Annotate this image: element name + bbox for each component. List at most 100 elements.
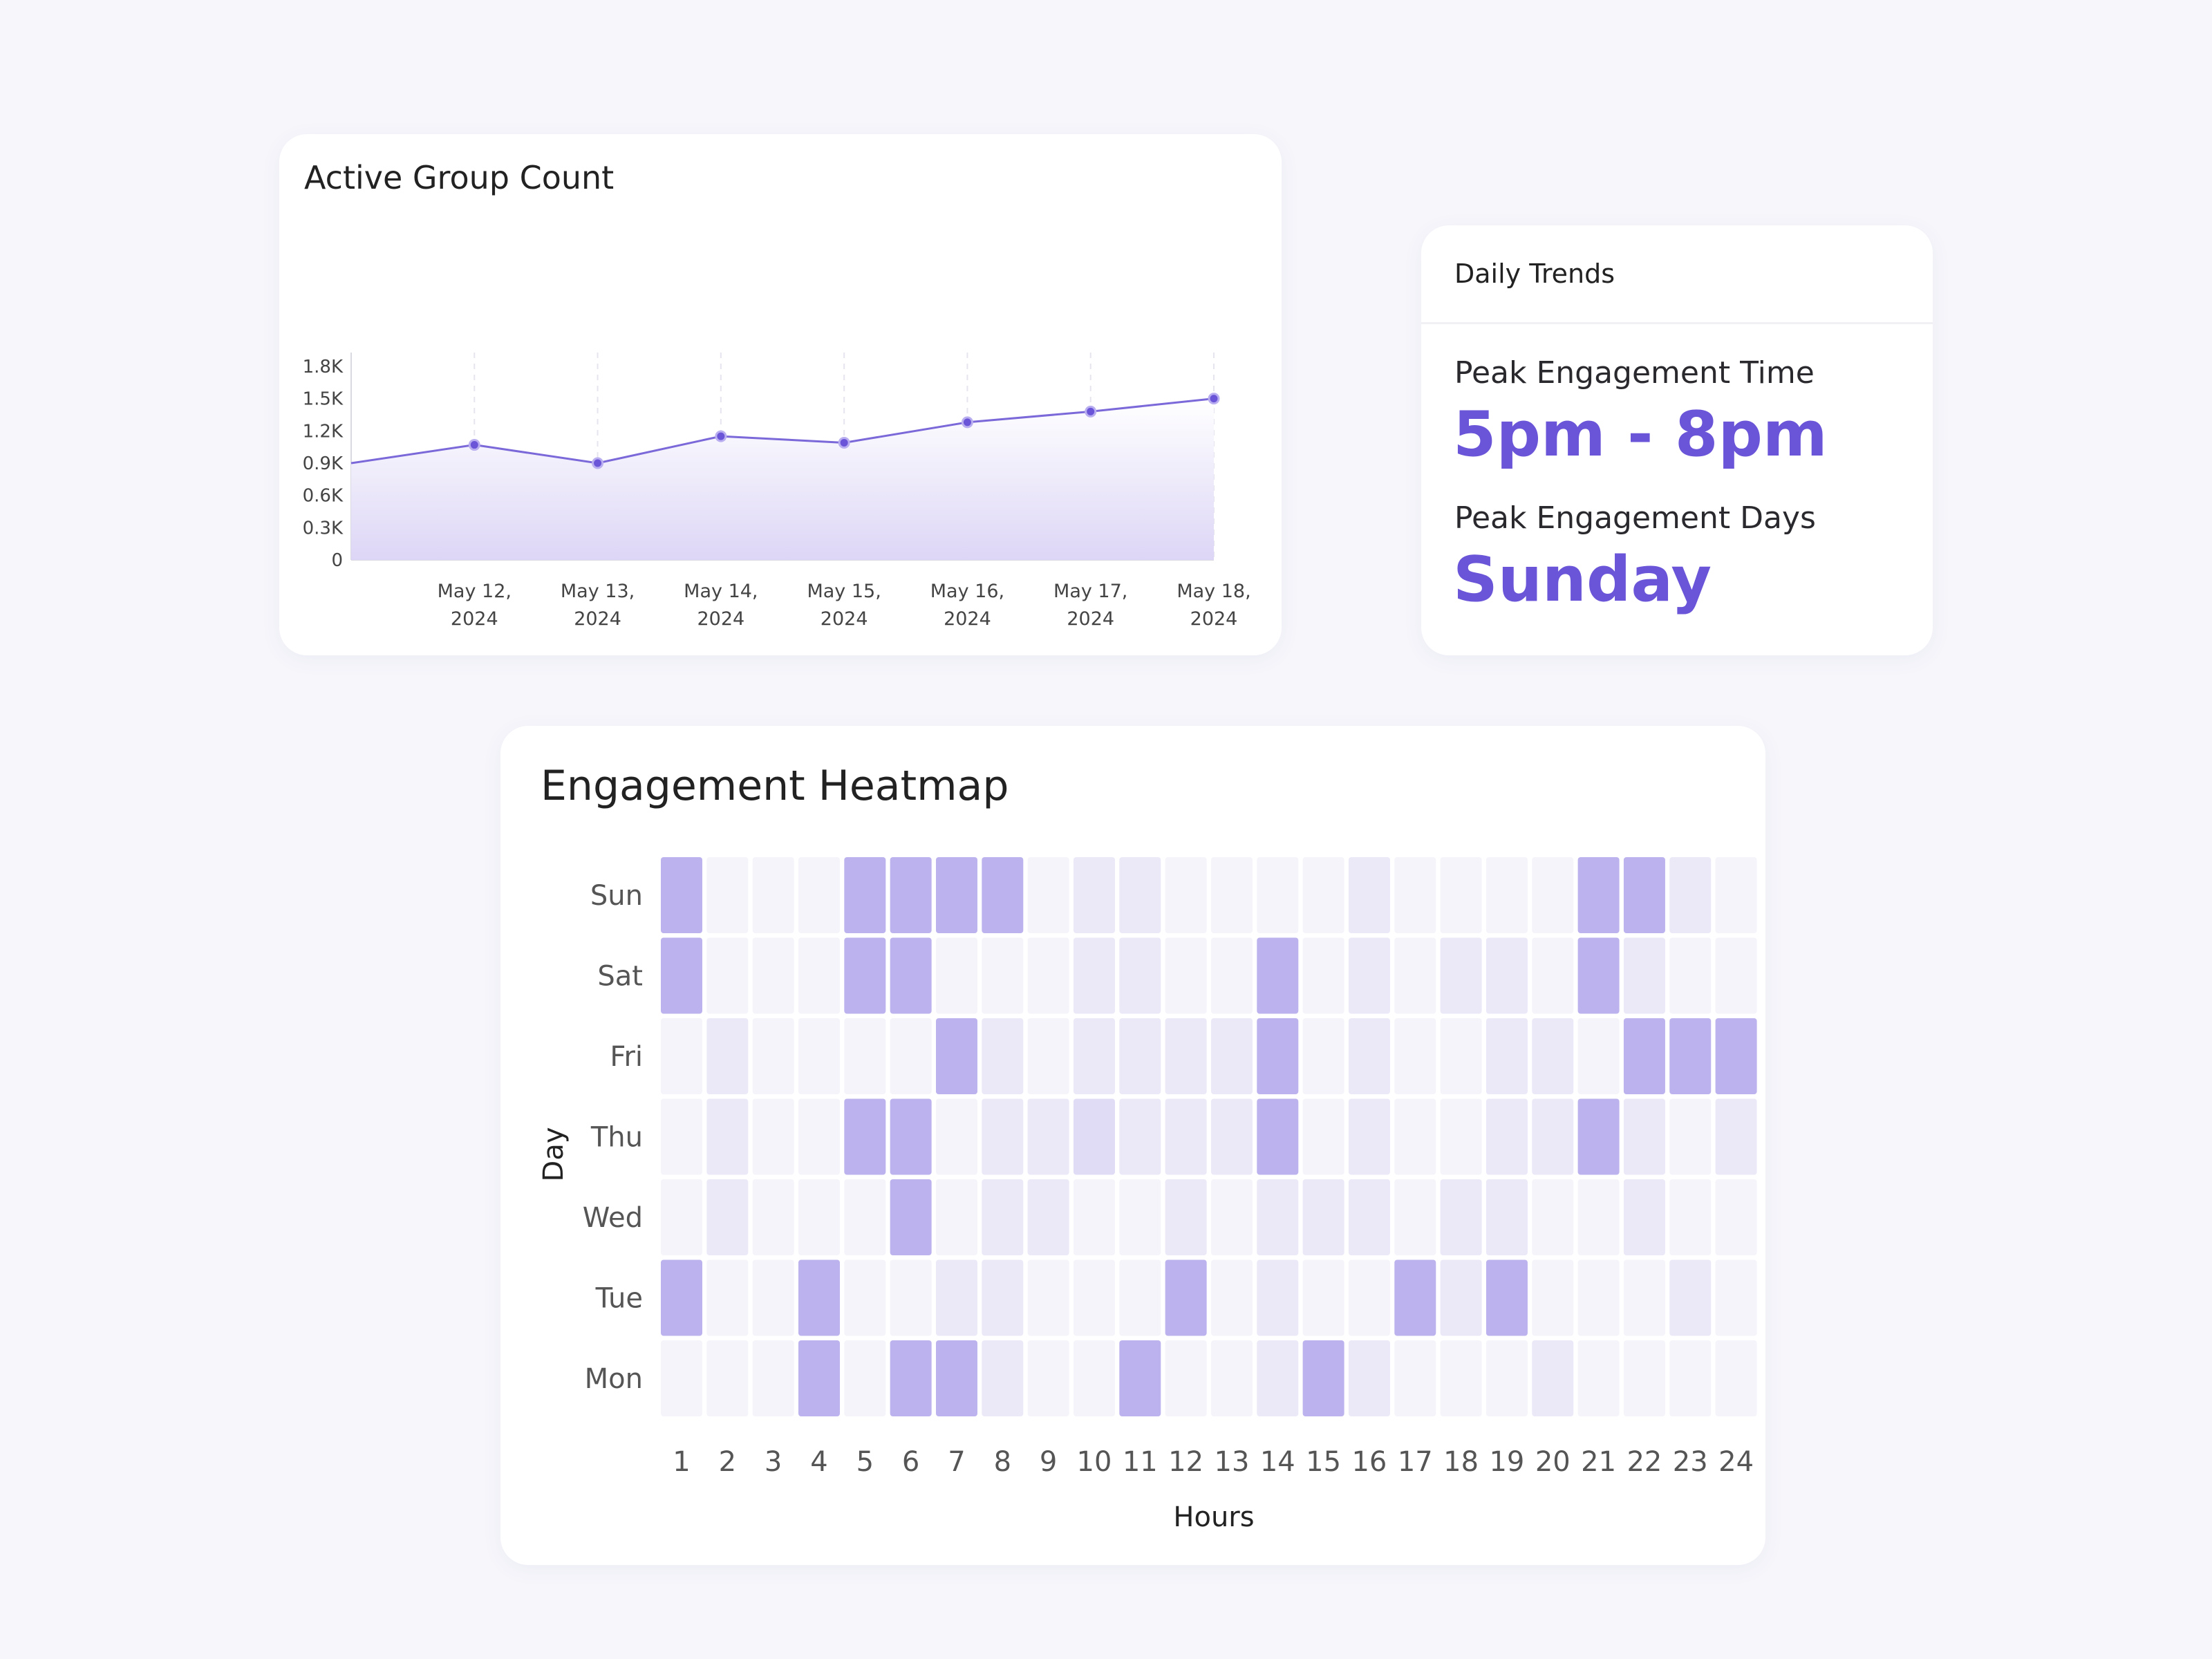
- heatmap-cell: [935, 857, 977, 933]
- heatmap-cell: [1210, 1098, 1253, 1175]
- heatmap-cell: [1073, 937, 1115, 1014]
- heatmap-cell: [1532, 857, 1574, 933]
- heatmap-cell: [1440, 937, 1482, 1014]
- hour-label: 7: [948, 1446, 965, 1478]
- hour-label: 4: [810, 1446, 827, 1478]
- day-label: Thu: [590, 1122, 643, 1154]
- heatmap-cell: [798, 1179, 840, 1255]
- heatmap-cell: [1119, 1340, 1161, 1416]
- heatmap-cell: [798, 1018, 840, 1094]
- heatmap-cell: [1623, 857, 1665, 933]
- hour-label: 6: [902, 1446, 919, 1478]
- day-label: Sat: [597, 961, 643, 993]
- data-point: [961, 416, 973, 429]
- heatmap-cell: [844, 937, 886, 1014]
- day-label: Sun: [590, 880, 643, 912]
- heatmap-cell: [982, 1018, 1024, 1094]
- heatmap-cell: [752, 1098, 794, 1175]
- heatmap-cell: [1532, 1259, 1574, 1336]
- hour-label: 2: [719, 1446, 736, 1478]
- heatmap-cell: [844, 1179, 886, 1255]
- heatmap-cell: [1210, 1259, 1253, 1336]
- active-group-line-chart: 0 0.3K 0.6K 0.9K 1.2K 1.5K 1.8K May 12, 2024 May …: [303, 353, 1251, 630]
- hour-label: 10: [1077, 1446, 1112, 1478]
- heatmap-cell: [1715, 1098, 1757, 1175]
- heatmap-cell: [1073, 1098, 1115, 1175]
- hour-label: 11: [1123, 1446, 1158, 1478]
- hour-label: 15: [1306, 1446, 1341, 1478]
- heatmap-cell: [1348, 1340, 1390, 1416]
- x-tick-label: May 14, 2024: [684, 581, 758, 630]
- heatmap-cell: [706, 937, 749, 1014]
- heatmap-cell: [1577, 857, 1620, 933]
- heatmap-cell: [890, 1179, 932, 1255]
- heatmap-cell: [1394, 857, 1436, 933]
- heatmap-cell: [1485, 1179, 1528, 1255]
- y-tick-label: 1.2K: [303, 421, 344, 442]
- y-tick-label: 0.9K: [303, 453, 344, 474]
- heatmap-cell: [706, 1018, 749, 1094]
- heatmap-cell: [1623, 1179, 1665, 1255]
- heatmap-cell: [1302, 1340, 1344, 1416]
- heatmap-cell: [1348, 937, 1390, 1014]
- heatmap-cell: [798, 1340, 840, 1416]
- hour-label: 5: [856, 1446, 874, 1478]
- hour-label: 12: [1168, 1446, 1203, 1478]
- day-label: Wed: [583, 1202, 643, 1234]
- hour-label: 18: [1443, 1446, 1479, 1478]
- heatmap-cell: [706, 1340, 749, 1416]
- heatmap-cell: [1210, 1340, 1253, 1416]
- heatmap-cell: [1302, 1179, 1344, 1255]
- x-tick-label: May 18, 2024: [1177, 581, 1250, 630]
- heatmap-cell: [1577, 1098, 1620, 1175]
- heatmap-cell: [1623, 1018, 1665, 1094]
- heatmap-cell: [1257, 937, 1299, 1014]
- heatmap-cell: [844, 1340, 886, 1416]
- heatmap-cell: [935, 1259, 977, 1336]
- heatmap-cell: [1485, 1259, 1528, 1336]
- heatmap-cell: [1119, 1098, 1161, 1175]
- data-point: [715, 430, 727, 442]
- heatmap-cell: [1715, 937, 1757, 1014]
- heatmap-cell: [1348, 1259, 1390, 1336]
- heatmap-cell: [1165, 1340, 1207, 1416]
- heatmap-cell: [661, 1340, 702, 1416]
- hour-label: 14: [1260, 1446, 1295, 1478]
- heatmap-cell: [798, 937, 840, 1014]
- area-fill: [351, 398, 1214, 560]
- heatmap-cell: [1669, 1018, 1712, 1094]
- peak-time-value: 5pm - 8pm: [1453, 398, 1828, 471]
- heatmap-cell: [1532, 1340, 1574, 1416]
- heatmap-cell: [661, 1018, 702, 1094]
- day-label: Mon: [585, 1363, 643, 1395]
- heatmap-cell: [752, 937, 794, 1014]
- heatmap-cell: [1165, 1098, 1207, 1175]
- day-label: Fri: [610, 1041, 643, 1073]
- heatmap-cell: [1027, 1179, 1069, 1255]
- heatmap-cell: [1257, 1340, 1299, 1416]
- data-point: [1208, 393, 1220, 405]
- heatmap-cell: [1485, 1340, 1528, 1416]
- peak-days-value: Sunday: [1453, 543, 1712, 616]
- heatmap-cell: [1073, 857, 1115, 933]
- y-axis-title: Day: [538, 1127, 570, 1182]
- heatmap-cell: [1027, 1018, 1069, 1094]
- peak-time-label: Peak Engagement Time: [1454, 355, 1815, 391]
- hour-label: 19: [1489, 1446, 1524, 1478]
- heatmap-cell: [1302, 1098, 1344, 1175]
- heatmap-cell: [1715, 857, 1757, 933]
- heatmap-cell: [982, 857, 1024, 933]
- heatmap-cell: [1165, 1259, 1207, 1336]
- heatmap-cell: [1485, 937, 1528, 1014]
- heatmap-cell: [1669, 1179, 1712, 1255]
- heatmap-cell: [890, 1259, 932, 1336]
- heatmap-cell: [752, 1179, 794, 1255]
- data-point: [468, 439, 480, 451]
- heatmap-cell: [1119, 857, 1161, 933]
- heatmap-cell: [1165, 857, 1207, 933]
- heatmap-cell: [935, 937, 977, 1014]
- heatmap-cell: [798, 1098, 840, 1175]
- heatmap-cell: [1027, 1340, 1069, 1416]
- heatmap-cell: [1623, 1098, 1665, 1175]
- hour-label: 13: [1215, 1446, 1250, 1478]
